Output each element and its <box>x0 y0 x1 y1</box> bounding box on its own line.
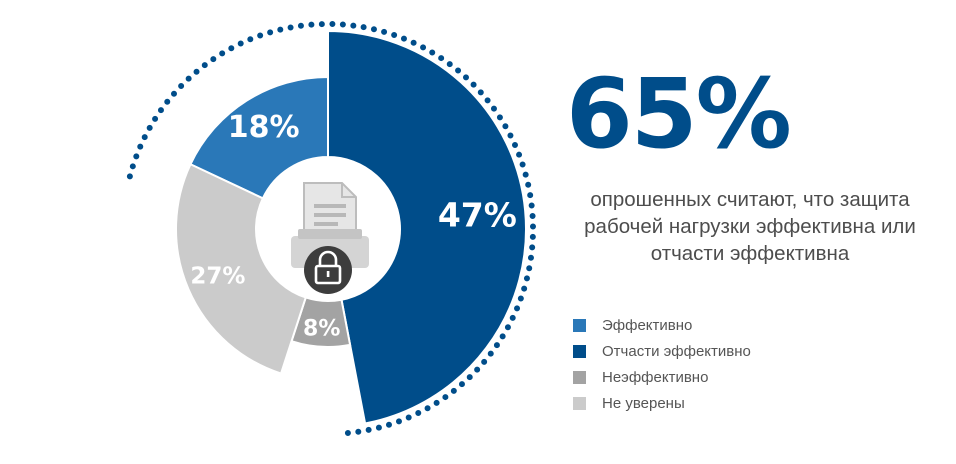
legend-label: Эффективно <box>602 316 693 334</box>
slice-label-effective: 18% <box>228 110 300 145</box>
legend-swatch <box>573 396 586 410</box>
slice-label-partially-effective: 47% <box>438 195 517 234</box>
legend-label: Отчасти эффективно <box>602 342 751 360</box>
legend-swatch <box>573 344 586 358</box>
legend-label: Не уверены <box>602 394 685 412</box>
legend-item-ineffective: Неэффективно <box>573 364 833 390</box>
headline-big-number: 65% <box>566 58 792 170</box>
slice-label-not-sure: 27% <box>190 264 245 290</box>
highlight-dotted-ring <box>126 21 536 437</box>
legend: Эффективно Отчасти эффективно Неэффектив… <box>573 312 833 416</box>
labels-layer: 18% 47% 8% 27% <box>190 110 516 341</box>
document-printer-lock-icon <box>291 182 369 294</box>
slices-layer <box>175 29 527 425</box>
donut-chart-svg: 18% 47% 8% 27% <box>126 21 536 437</box>
legend-swatch <box>573 370 586 384</box>
legend-item-not-sure: Не уверены <box>573 390 833 416</box>
legend-swatch <box>573 318 586 332</box>
legend-label: Неэффективно <box>602 368 709 386</box>
donut-chart: 18% 47% 8% 27% <box>126 21 536 437</box>
legend-item-partially-effective: Отчасти эффективно <box>573 338 833 364</box>
headline-text: опрошенных считают, что защита рабочей н… <box>584 188 916 265</box>
legend-item-effective: Эффективно <box>573 312 833 338</box>
slice-label-ineffective: 8% <box>303 316 340 341</box>
